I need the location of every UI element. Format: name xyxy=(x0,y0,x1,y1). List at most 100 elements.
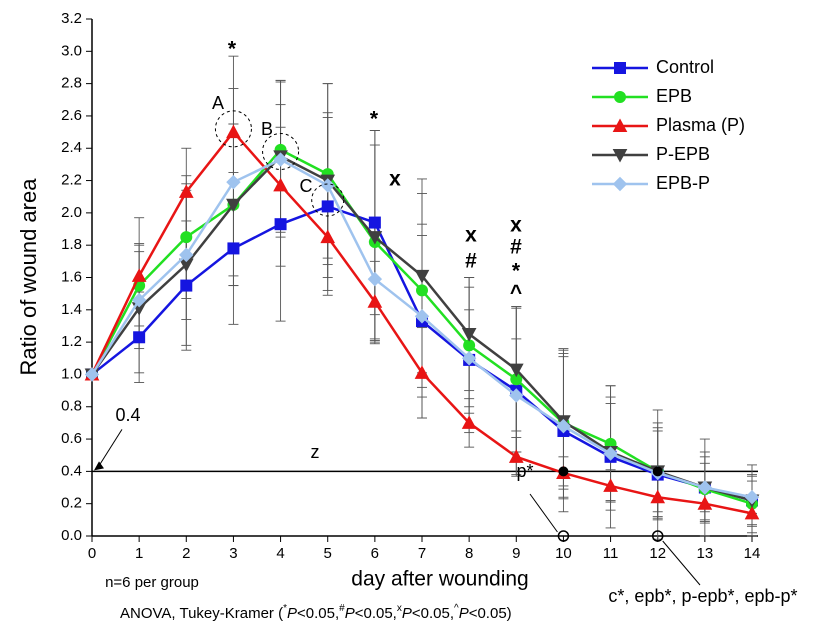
marker xyxy=(612,176,628,192)
y-tick-label: 1.4 xyxy=(61,301,82,318)
marker xyxy=(273,152,288,167)
marker xyxy=(273,177,288,192)
marker xyxy=(131,268,147,282)
annotation: A xyxy=(212,93,224,113)
x-tick-label: 2 xyxy=(182,545,190,562)
x-tick-label: 3 xyxy=(229,545,237,562)
annotation: x xyxy=(389,168,401,191)
annotation: p* xyxy=(516,461,533,481)
marker xyxy=(650,489,666,504)
x-tick-label: 1 xyxy=(135,545,143,562)
y-tick-label: 1.8 xyxy=(61,236,82,253)
legend-label: EPB xyxy=(656,86,692,106)
marker xyxy=(508,363,524,378)
legend-label: Control xyxy=(656,57,714,77)
marker xyxy=(509,388,524,403)
footnote-part: <0.05, xyxy=(297,605,339,622)
footnote-part: <0.05, xyxy=(355,605,397,622)
annotation: x xyxy=(510,214,522,237)
annotation: * xyxy=(370,108,379,131)
annotation: z xyxy=(311,442,320,462)
y-tick-label: 1.6 xyxy=(61,268,82,285)
marker xyxy=(556,418,571,434)
annotation: n=6 per group xyxy=(105,574,199,591)
annotation: * xyxy=(512,260,521,283)
footnote-part: P xyxy=(459,605,469,622)
y-tick-label: 0.6 xyxy=(61,430,82,447)
y-axis-label: Ratio of wound area xyxy=(16,178,41,376)
annotation: ^ xyxy=(510,282,522,305)
arrow xyxy=(97,429,123,468)
marker xyxy=(508,449,524,463)
x-tick-label: 5 xyxy=(324,545,332,562)
x-axis-label: day after wounding xyxy=(351,568,528,591)
marker xyxy=(612,149,628,163)
annotation: c*, epb*, p-epb*, epb-p* xyxy=(608,586,797,606)
marker xyxy=(697,496,713,510)
marker xyxy=(461,351,477,366)
marker xyxy=(461,328,477,342)
marker xyxy=(416,284,428,297)
footnote-part: <0.05, xyxy=(412,605,454,622)
marker xyxy=(414,269,430,284)
footnote-part: P xyxy=(402,605,412,622)
highlight-circle xyxy=(262,132,300,170)
marker xyxy=(367,294,383,308)
annotation: C xyxy=(300,176,313,196)
footnote: ANOVA, Tukey-Kramer (*P<0.05,#P<0.05,xP<… xyxy=(120,603,512,622)
marker xyxy=(461,415,477,429)
marker xyxy=(367,231,383,245)
marker xyxy=(612,118,628,132)
arrow xyxy=(662,540,701,586)
legend-label: Plasma (P) xyxy=(656,115,745,135)
marker xyxy=(226,198,241,213)
y-tick-label: 2.0 xyxy=(61,204,82,221)
endpoint-dot xyxy=(558,466,569,477)
marker xyxy=(614,91,626,103)
footnote-part: x xyxy=(397,603,402,614)
footnote-part: <0.05) xyxy=(469,605,512,622)
footnote-part: ANOVA, Tukey-Kramer ( xyxy=(120,605,283,622)
x-tick-label: 6 xyxy=(371,545,379,562)
y-tick-label: 0.2 xyxy=(61,495,82,512)
footnote-part: ^ xyxy=(454,603,459,614)
x-tick-label: 13 xyxy=(697,545,714,562)
x-tick-label: 8 xyxy=(465,545,473,562)
marker xyxy=(603,478,618,492)
reference-label: 0.4 xyxy=(115,405,140,425)
x-tick-label: 9 xyxy=(512,545,520,562)
marker xyxy=(84,367,100,382)
annotation: x xyxy=(465,224,477,247)
footnote-part: # xyxy=(339,603,345,614)
marker xyxy=(320,178,335,193)
footnote-part: P xyxy=(287,605,297,622)
annotation: * xyxy=(228,38,237,61)
legend-marker xyxy=(612,118,628,132)
marker xyxy=(321,200,334,213)
annotation: # xyxy=(465,250,477,273)
marker xyxy=(274,218,287,231)
endpoint-dot xyxy=(652,466,663,477)
marker xyxy=(133,331,146,344)
marker xyxy=(179,247,194,263)
x-tick-label: 14 xyxy=(744,545,761,562)
legend-label: P-EPB xyxy=(656,144,710,164)
x-tick-label: 12 xyxy=(649,545,666,562)
y-tick-label: 0.4 xyxy=(61,462,82,479)
y-tick-label: 3.0 xyxy=(61,42,82,59)
marker xyxy=(226,124,241,139)
x-tick-label: 10 xyxy=(555,545,572,562)
y-tick-label: 2.8 xyxy=(61,75,82,92)
y-tick-label: 2.6 xyxy=(61,107,82,124)
marker xyxy=(226,174,241,190)
annotation: B xyxy=(261,119,273,139)
marker xyxy=(414,309,430,324)
legend-marker xyxy=(612,176,628,192)
y-tick-label: 1.2 xyxy=(61,333,82,350)
footnote-part: P xyxy=(345,605,355,622)
marker xyxy=(744,490,760,505)
highlight-circle xyxy=(311,183,345,217)
legend-marker xyxy=(614,91,626,103)
endpoint-open xyxy=(651,530,664,542)
